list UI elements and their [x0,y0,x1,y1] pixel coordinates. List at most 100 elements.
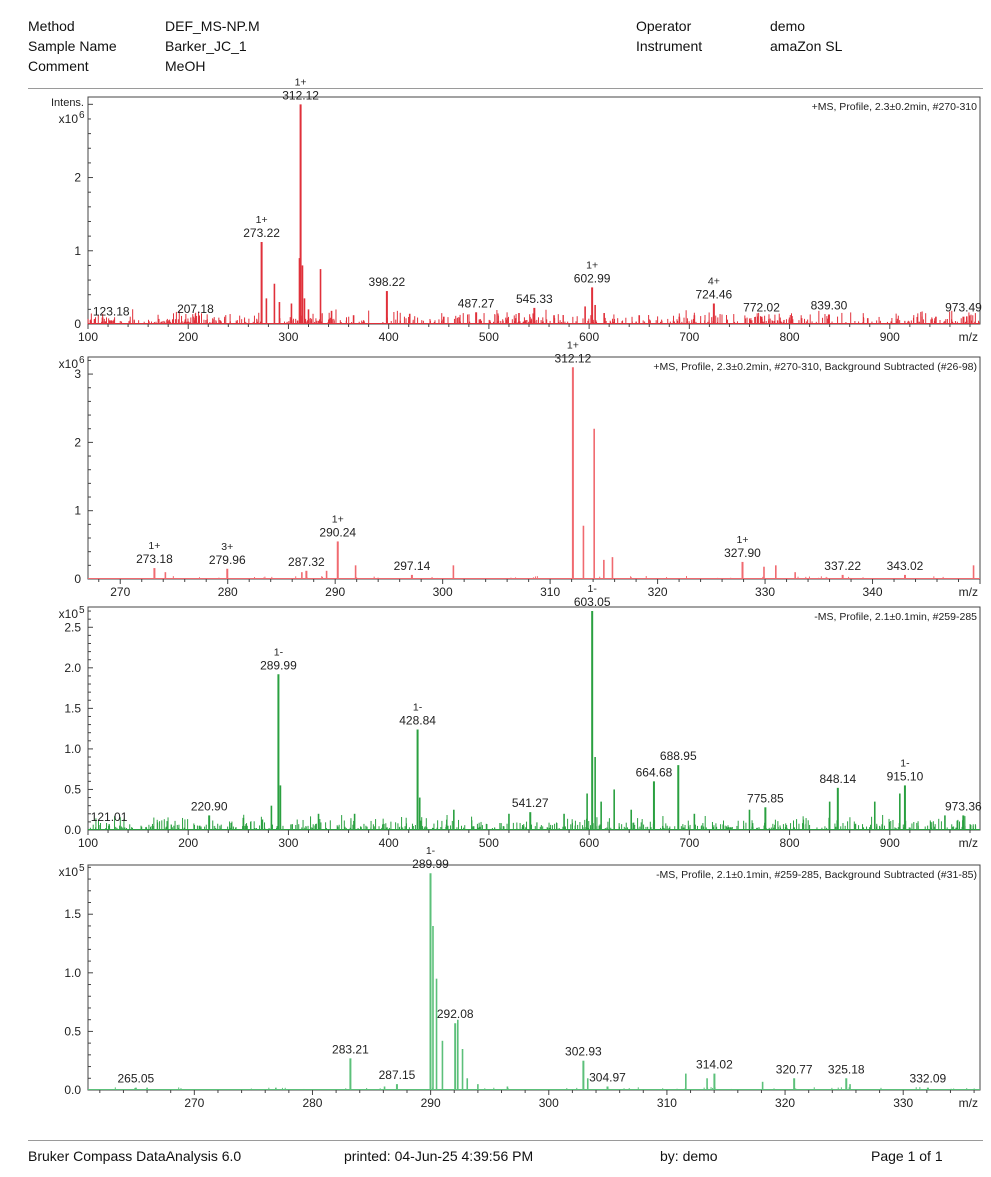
x-axis-label: m/z [959,836,978,850]
x-tick-label: 310 [540,585,560,599]
y-exponent: x10 [59,865,79,879]
y-exponent-power: 5 [79,605,85,616]
x-tick-label: 340 [863,585,883,599]
peak-label: 724.46 [696,287,733,301]
peak-charge: 1- [426,845,436,857]
x-tick-label: 270 [184,1096,204,1110]
comment-label: Comment [28,58,89,74]
x-axis-label: m/z [959,585,978,599]
peak-label: 775.85 [747,791,784,805]
peak-charge: 1+ [736,534,748,546]
x-tick-label: 270 [110,585,130,599]
y-tick-label: 1 [74,504,81,518]
x-tick-label: 900 [880,330,900,344]
y-tick-label: 0.5 [64,1024,81,1038]
x-tick-label: 300 [278,330,298,344]
y-tick-label: 0.5 [64,782,81,796]
x-tick-label: 320 [775,1096,795,1110]
peak-charge: 1+ [567,339,579,351]
x-tick-label: 300 [278,836,298,850]
method-value: DEF_MS-NP.M [165,18,260,34]
peak-label: 398.22 [369,275,406,289]
peak-label: 973.49 [945,301,982,315]
operator-label: Operator [636,18,692,34]
footer-software: Bruker Compass DataAnalysis 6.0 [28,1148,242,1164]
x-tick-label: 200 [178,330,198,344]
peak-label: 915.10 [887,769,924,783]
peak-label: 312.12 [555,351,592,365]
peak-label: 603.05 [574,595,611,609]
header-right-values: demo amaZon SL [770,16,842,56]
peak-label: 337.22 [824,559,861,573]
y-tick-label: 2.5 [64,620,81,634]
peak-charge: 3+ [221,541,233,553]
x-tick-label: 310 [657,1096,677,1110]
peak-label: 289.99 [260,658,297,672]
x-tick-label: 700 [679,330,699,344]
peak-charge: 1- [274,646,284,658]
peak-label: 545.33 [516,292,553,306]
peak-label: 220.90 [191,799,228,813]
footer-divider [28,1140,983,1141]
sample-name-value: Barker_JC_1 [165,38,247,54]
y-tick-label: 1.5 [64,701,81,715]
x-tick-label: 500 [479,330,499,344]
peak-label: 343.02 [887,559,924,573]
y-tick-label: 0.0 [64,1083,81,1097]
x-tick-label: 500 [479,836,499,850]
x-tick-label: 200 [178,836,198,850]
peak-label: 848.14 [819,772,856,786]
peak-label: 121.01 [91,810,128,824]
header-divider [28,88,983,89]
x-tick-label: 330 [755,585,775,599]
peak-charge: 4+ [708,275,720,287]
spectrum-panel-neg-ms-bg-subtracted: -MS, Profile, 2.1±0.1min, #259-285, Back… [59,845,981,1110]
plot-frame [87,864,981,1091]
instrument-label: Instrument [636,38,703,54]
peak-label: 839.30 [811,298,848,312]
peak-label: 287.32 [288,555,325,569]
peak-label: 428.84 [399,713,436,727]
peak-label: 487.27 [458,296,495,310]
y-tick-label: 0 [74,317,81,331]
y-exponent: x10 [59,607,79,621]
footer-page: Page 1 of 1 [871,1148,943,1164]
peak-label: 279.96 [209,553,246,567]
peak-label: 265.05 [117,1072,154,1086]
peak-label: 297.14 [394,559,431,573]
peak-label: 289.99 [412,857,449,871]
x-tick-label: 800 [780,836,800,850]
x-tick-label: 800 [780,330,800,344]
footer-by: by: demo [660,1148,718,1164]
peak-charge: 1- [900,757,910,769]
y-tick-label: 0 [74,572,81,586]
y-tick-label: 1.0 [64,742,81,756]
y-tick-label: 2.0 [64,661,81,675]
y-exponent: x10 [59,357,79,371]
x-tick-label: 400 [379,836,399,850]
x-tick-label: 280 [218,585,238,599]
x-tick-label: 320 [648,585,668,599]
peak-label: 332.09 [910,1072,947,1086]
y-exponent-power: 6 [79,110,85,121]
peak-charge: 1+ [256,214,268,226]
y-tick-label: 1.5 [64,907,81,921]
x-tick-label: 400 [379,330,399,344]
instrument-value: amaZon SL [770,38,843,54]
noise-floor [87,576,944,579]
spectrum-title: -MS, Profile, 2.1±0.1min, #259-285, Back… [656,869,977,881]
y-axis-label: Intens. [51,97,84,109]
x-tick-label: 290 [421,1096,441,1110]
peak-label: 304.97 [589,1070,626,1084]
peak-label: 302.93 [565,1045,602,1059]
header-right-labels: Operator Instrument [636,16,702,56]
noise-floor [87,309,980,324]
y-tick-label: 1 [74,244,81,258]
y-exponent: x10 [59,112,79,126]
peak-label: 602.99 [574,271,611,285]
peak-label: 290.24 [319,525,356,539]
spectrum-title: -MS, Profile, 2.1±0.1min, #259-285 [814,611,977,623]
peak-charge: 1- [413,701,423,713]
y-tick-label: 1.0 [64,966,81,980]
spectrum-panel-neg-ms: -MS, Profile, 2.1±0.1min, #259-285 x10 5 0.… [59,583,982,850]
